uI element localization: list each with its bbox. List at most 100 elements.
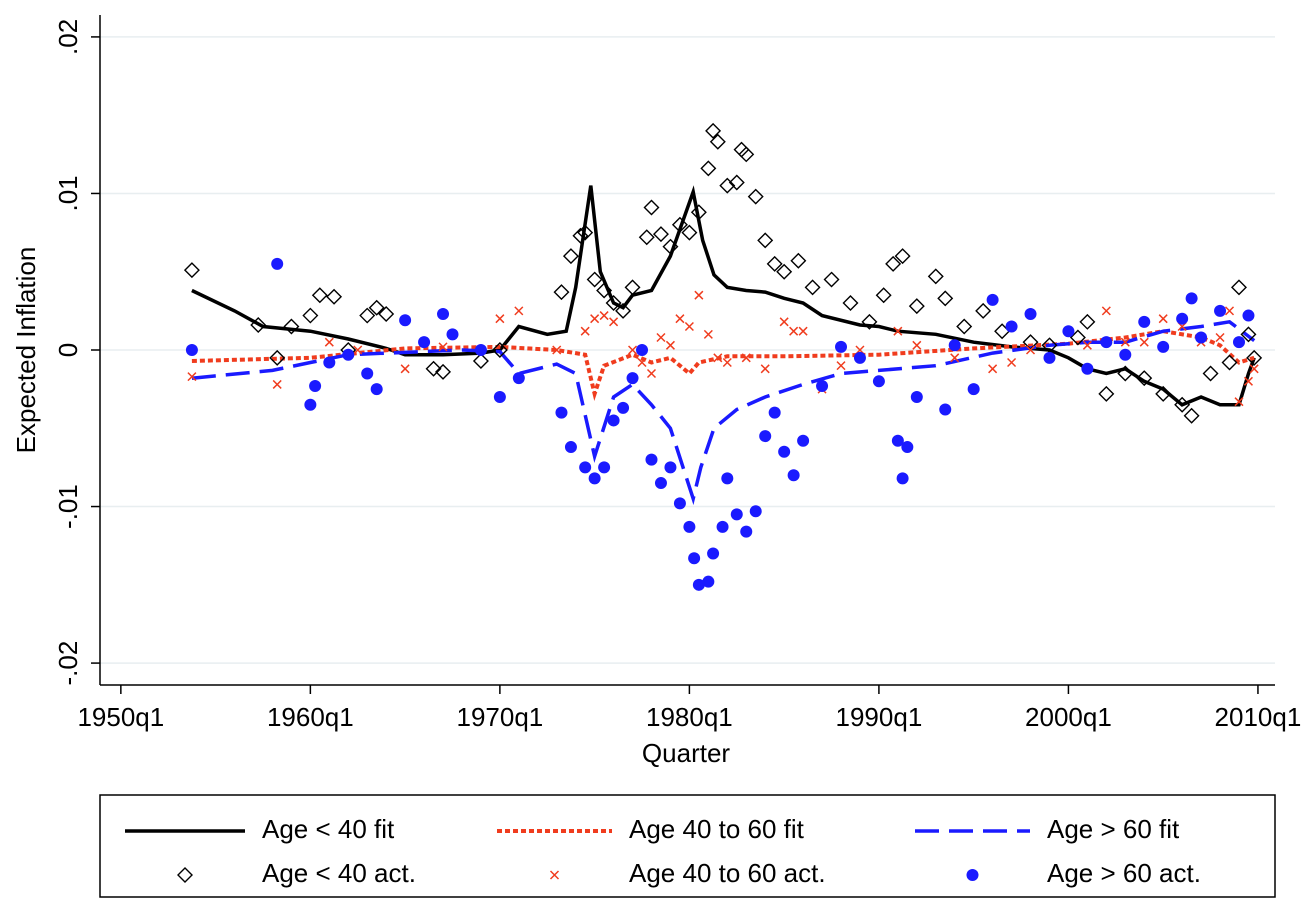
point	[1005, 320, 1018, 333]
point	[683, 520, 696, 533]
point	[1232, 336, 1245, 349]
point	[757, 232, 774, 249]
point	[804, 279, 821, 296]
point	[872, 375, 885, 388]
point	[646, 368, 657, 379]
point	[577, 224, 594, 241]
legend-label: Age > 60 act.	[1047, 858, 1201, 888]
point	[700, 160, 717, 177]
point	[908, 298, 925, 315]
point	[1079, 313, 1096, 330]
point	[939, 403, 952, 416]
point	[1025, 345, 1036, 355]
point	[787, 469, 800, 482]
point	[359, 307, 376, 324]
point	[607, 414, 620, 427]
point	[875, 287, 892, 304]
point	[361, 367, 374, 380]
point	[664, 461, 677, 474]
point	[823, 271, 840, 288]
point	[901, 441, 914, 454]
point	[628, 345, 638, 355]
legend-label: Age < 40 act.	[262, 858, 416, 888]
point	[370, 383, 383, 396]
point	[368, 299, 385, 316]
legend-swatch	[966, 869, 979, 881]
point	[719, 177, 736, 194]
x-tick-label: 1960q1	[267, 702, 354, 732]
legend-swatch	[177, 867, 193, 883]
point	[1100, 336, 1113, 349]
point	[1069, 329, 1086, 346]
point	[896, 472, 909, 485]
point	[766, 255, 783, 272]
point	[353, 345, 363, 355]
point	[1120, 337, 1130, 347]
point	[271, 257, 284, 270]
point	[950, 353, 960, 363]
point	[323, 356, 336, 369]
point	[778, 445, 791, 458]
point	[779, 317, 789, 327]
point	[702, 575, 715, 588]
point	[474, 344, 487, 356]
point	[185, 344, 198, 356]
point	[733, 141, 750, 158]
point	[688, 552, 701, 565]
point	[580, 326, 590, 336]
legend-label: Age < 40 fit	[262, 814, 395, 844]
point	[590, 314, 600, 324]
point	[643, 199, 660, 216]
point	[250, 316, 267, 333]
point	[472, 352, 489, 369]
point	[1243, 376, 1254, 386]
point	[617, 401, 630, 414]
point	[1158, 314, 1168, 324]
point	[956, 318, 973, 335]
x-tick-label: 1990q1	[836, 702, 923, 732]
x-axis-title: Quarter	[642, 738, 730, 768]
x-tick-label: 1970q1	[456, 702, 543, 732]
point	[759, 430, 772, 443]
y-tick-label: .02	[53, 19, 83, 55]
y-tick-label: -.02	[53, 641, 83, 686]
point	[671, 216, 688, 233]
legend-label: Age > 60 fit	[1047, 814, 1180, 844]
point	[705, 122, 722, 139]
point	[798, 326, 808, 336]
point	[662, 238, 679, 255]
point	[596, 282, 613, 299]
point	[675, 314, 685, 324]
point	[713, 353, 723, 363]
point	[512, 372, 525, 385]
point	[572, 227, 589, 244]
point	[1007, 357, 1017, 368]
point	[1185, 292, 1198, 305]
point	[645, 453, 658, 466]
point	[425, 360, 442, 377]
point	[1240, 326, 1257, 343]
point	[894, 248, 911, 265]
point	[891, 434, 904, 447]
point	[579, 461, 592, 474]
point	[836, 361, 846, 371]
point	[1215, 332, 1225, 343]
point	[562, 248, 579, 265]
point	[709, 133, 726, 150]
point	[1101, 306, 1111, 316]
point	[1195, 331, 1208, 344]
legend-label: Age 40 to 60 fit	[629, 814, 805, 844]
point	[738, 146, 755, 163]
y-tick-label: .01	[53, 175, 83, 211]
point	[707, 547, 720, 560]
point	[435, 363, 452, 380]
point	[853, 351, 866, 364]
point	[673, 497, 686, 510]
point	[399, 314, 412, 327]
point	[835, 340, 848, 353]
point	[816, 380, 829, 393]
y-axis-title: Expected Inflation	[11, 247, 41, 454]
point	[187, 372, 197, 382]
point	[309, 380, 322, 393]
point	[552, 345, 562, 355]
